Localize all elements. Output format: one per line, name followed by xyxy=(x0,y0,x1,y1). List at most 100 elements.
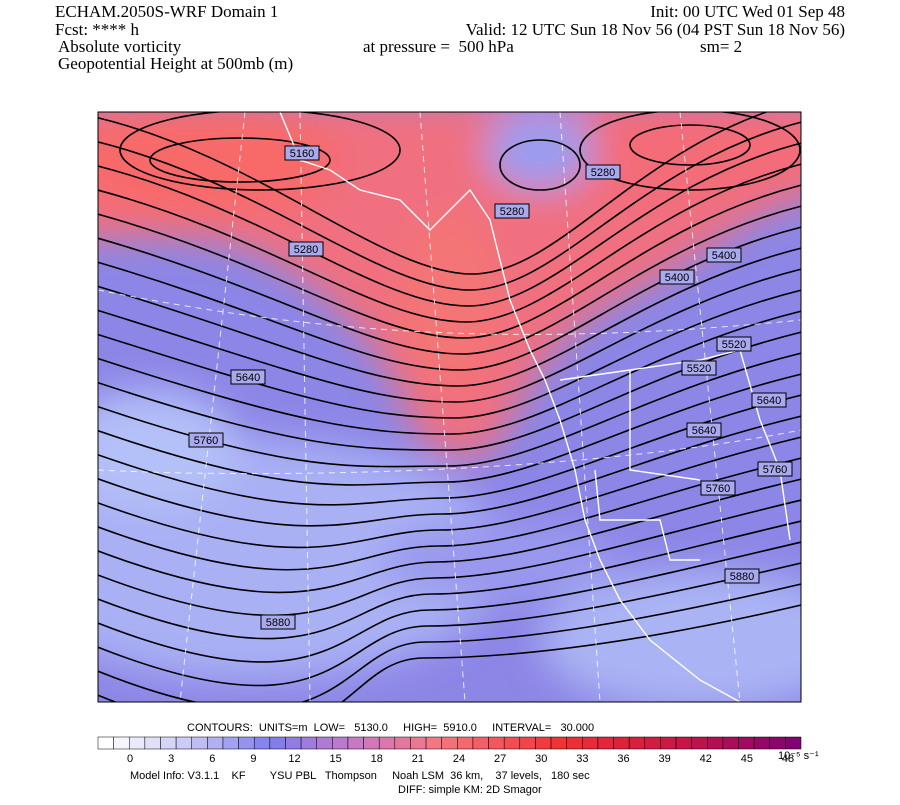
contour-label: 5880 xyxy=(266,617,290,629)
model-info: Model Info: V3.1.1 KF YSU PBL Thompson N… xyxy=(130,770,590,782)
pressure-level: at pressure = 500 hPa xyxy=(363,37,514,56)
colorbar-tick-label: 33 xyxy=(576,753,588,765)
contour-label-box xyxy=(659,269,695,285)
colorbar-tick-label: 36 xyxy=(617,753,629,765)
colorbar-swatch xyxy=(691,736,708,750)
colorbar-swatch xyxy=(738,736,755,750)
colorbar-tick-label: 24 xyxy=(453,753,465,765)
smoothing: sm= 2 xyxy=(700,37,742,56)
contour-line xyxy=(98,478,801,594)
colorbar-swatch xyxy=(519,736,536,750)
colorbar-swatch xyxy=(269,736,286,750)
contour-label: 5400 xyxy=(712,250,736,262)
contour-label: 5280 xyxy=(591,167,615,179)
contour-line xyxy=(98,352,801,468)
contour-label: 5400 xyxy=(665,272,689,284)
colorbar-swatch xyxy=(332,736,349,750)
colorbar-swatch xyxy=(207,736,224,750)
contour-label-box xyxy=(288,241,324,257)
colorbar-swatch xyxy=(613,736,630,750)
colorbar-swatch xyxy=(410,736,427,750)
contour-label-box xyxy=(494,203,530,219)
contour-label-box xyxy=(700,480,736,496)
map xyxy=(98,112,801,702)
contour-line xyxy=(98,163,801,323)
colorbar-swatch xyxy=(785,736,802,750)
contour-line xyxy=(579,112,801,191)
contour-line xyxy=(98,142,801,307)
colorbar-swatch xyxy=(425,736,442,750)
colorbar-tick-label: 6 xyxy=(209,753,215,765)
colorbar-swatch xyxy=(550,736,567,750)
contour-line xyxy=(98,562,801,687)
diff-info: DIFF: simple KM: 2D Smagor xyxy=(398,784,542,796)
colorbar-swatch xyxy=(128,736,146,750)
colorbar-swatch xyxy=(238,736,255,750)
contour-label-box xyxy=(284,145,320,161)
colorbar-tick-label: 30 xyxy=(535,753,547,765)
colorbar-tick-label: 39 xyxy=(659,753,671,765)
colorbar-swatch xyxy=(675,736,692,750)
contour-line xyxy=(98,121,801,291)
contour-label-box xyxy=(681,360,717,376)
colorbar-swatch xyxy=(285,736,302,750)
contour-label-box xyxy=(724,568,760,584)
colorbar-swatch xyxy=(378,736,396,750)
colorbar-tick-label: 12 xyxy=(288,753,300,765)
contour-label-box xyxy=(751,392,787,408)
colorbar-swatch xyxy=(144,736,161,750)
colorbar-swatch xyxy=(503,736,521,750)
colorbar-swatch xyxy=(347,736,364,750)
colorbar-swatch xyxy=(394,736,411,750)
contour-line xyxy=(98,112,769,275)
colorbar-swatch xyxy=(457,736,474,750)
contour-line xyxy=(98,205,801,355)
field-name: Absolute vorticity xyxy=(58,37,182,56)
contour-label: 5640 xyxy=(236,372,260,384)
contour-label: 5520 xyxy=(722,339,746,351)
colorbar-swatch xyxy=(722,736,739,750)
colorbar-swatch xyxy=(707,736,724,750)
contour-line xyxy=(98,247,801,387)
colorbar-swatch xyxy=(113,736,130,750)
contour-line xyxy=(149,137,331,183)
colorbar-tick-label: 45 xyxy=(741,753,753,765)
colorbar-tick-label: 15 xyxy=(330,753,342,765)
colorbar-tick-label: 42 xyxy=(700,753,712,765)
colorbar-swatch xyxy=(175,736,192,750)
contour-label: 5640 xyxy=(757,395,781,407)
colorbar-swatch xyxy=(191,736,208,750)
contour-line xyxy=(98,373,801,486)
colorbar-swatch xyxy=(316,736,333,750)
colorbar-swatch xyxy=(535,736,552,750)
contour-line xyxy=(98,499,801,617)
contour-line xyxy=(98,520,801,640)
colorbar-tick-label: 0 xyxy=(127,753,133,765)
colorbar-swatch xyxy=(97,736,114,750)
colorbar-swatch xyxy=(363,736,380,750)
contour-line xyxy=(98,331,801,451)
contour-label: 5280 xyxy=(294,244,318,256)
colorbar-swatch xyxy=(222,736,239,750)
contour-label: 5640 xyxy=(692,425,716,437)
contour-label: 5280 xyxy=(500,206,524,218)
init-time: Init: 00 UTC Wed 01 Sep 48 xyxy=(650,2,845,21)
colorbar-tick-label: 48 xyxy=(782,753,794,765)
colorbar-swatch xyxy=(769,736,786,750)
title: ECHAM.2050S-WRF Domain 1 xyxy=(55,2,278,21)
contour-label-box xyxy=(686,422,722,438)
colorbar-swatch xyxy=(597,736,614,750)
contour-label-box xyxy=(230,369,266,385)
colorbar-tick-label: 9 xyxy=(250,753,256,765)
height-contours xyxy=(98,112,801,702)
contour-labels: 5160 5280 5280 5280 5400 5400 5520 5520 5640 5640… xyxy=(188,145,793,630)
field-name: Geopotential Height at 500mb (m) xyxy=(58,54,293,73)
contour-label: 5880 xyxy=(730,571,754,583)
colorbar-swatch xyxy=(566,736,583,750)
colorbar-swatch xyxy=(441,736,458,750)
colorbar-swatch xyxy=(300,736,317,750)
colorbar-swatch xyxy=(582,736,599,750)
colorbar-swatch xyxy=(160,736,177,750)
contour-label: 5160 xyxy=(290,148,314,160)
